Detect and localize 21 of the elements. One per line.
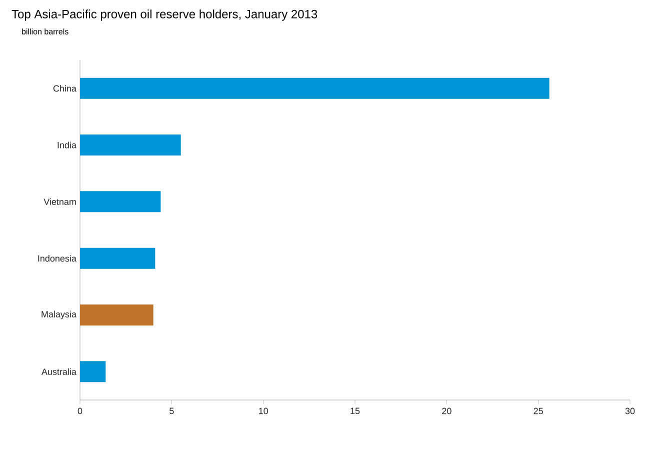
y-tick-label: Malaysia bbox=[42, 310, 76, 320]
bar bbox=[80, 191, 161, 212]
x-tick-label: 30 bbox=[625, 408, 635, 414]
bar bbox=[80, 248, 156, 269]
x-tick-label: 5 bbox=[170, 408, 174, 414]
bar bbox=[80, 78, 550, 99]
chart-title: Top Asia-Pacific proven oil reserve holders, January 2013 bbox=[12, 10, 318, 21]
bar bbox=[80, 134, 181, 156]
bar bbox=[80, 361, 106, 382]
x-tick-label: 20 bbox=[442, 408, 452, 414]
x-tick-label: 0 bbox=[78, 408, 82, 414]
x-tick-label: 15 bbox=[350, 408, 360, 414]
x-tick-label: 25 bbox=[534, 408, 543, 414]
bar bbox=[80, 304, 154, 326]
y-tick-label: Vietnam bbox=[44, 198, 76, 205]
y-tick-label: India bbox=[58, 142, 76, 148]
y-tick-label: China bbox=[53, 85, 76, 92]
y-tick-label: Indonesia bbox=[38, 255, 76, 262]
y-tick-label: Australia bbox=[41, 368, 76, 375]
y-axis-title: billion barrels bbox=[22, 28, 68, 34]
x-tick-label: 10 bbox=[259, 408, 268, 414]
